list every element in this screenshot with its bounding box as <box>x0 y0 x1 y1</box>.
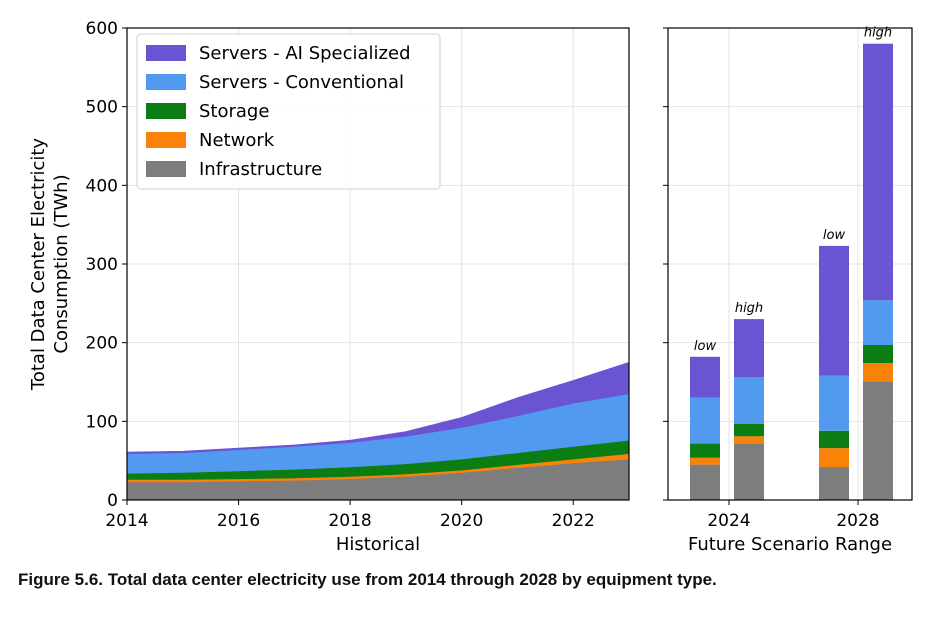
bar-segment-ai <box>734 319 764 378</box>
bar-segment-storage <box>819 430 849 449</box>
right-x-tick-label: 2028 <box>836 511 879 531</box>
bar-segment-ai <box>863 43 893 301</box>
bar-scenario-label: high <box>864 26 892 41</box>
bar-scenario-label: low <box>823 228 846 243</box>
x-tick-label: 2022 <box>552 511 595 531</box>
y-tick-label: 500 <box>86 98 118 118</box>
legend-swatch-network <box>146 132 186 148</box>
legend-swatch-conventional <box>146 74 186 90</box>
bar-segment-storage <box>863 345 893 364</box>
y-axis-label-line-2: Consumption (TWh) <box>51 174 72 353</box>
x-tick-label: 2018 <box>328 511 371 531</box>
legend-label-storage: Storage <box>199 101 269 122</box>
x-tick-label: 2016 <box>217 511 260 531</box>
left-x-axis-label: Historical <box>336 534 420 555</box>
right-ticks: 2024 2028 <box>663 27 880 531</box>
y-tick-label: 300 <box>86 255 118 275</box>
bar-segment-conventional <box>734 377 764 424</box>
y-tick-label: 400 <box>86 176 118 196</box>
left-ticks: 0 100 200 300 400 500 600 2014 2016 2018 2020 2022 <box>86 19 595 531</box>
legend-swatch-storage <box>146 103 186 119</box>
legend-label-conventional: Servers - Conventional <box>199 72 404 93</box>
y-tick-label: 200 <box>86 334 118 354</box>
right-x-axis-label: Future Scenario Range <box>688 534 892 555</box>
bar-segment-infrastructure <box>819 467 849 500</box>
right-bars: low high low high <box>690 26 893 500</box>
bar-segment-network <box>734 436 764 444</box>
legend-label-ai: Servers - AI Specialized <box>199 43 411 64</box>
legend-label-network: Network <box>199 130 275 151</box>
bar-segment-infrastructure <box>863 381 893 500</box>
bar-scenario-label: low <box>694 339 717 354</box>
figure-caption: Figure 5.6. Total data center electricit… <box>18 570 717 589</box>
right-x-tick-label: 2024 <box>707 511 750 531</box>
bar-segment-ai <box>690 356 720 398</box>
x-tick-label: 2014 <box>105 511 148 531</box>
bar-segment-network <box>863 363 893 382</box>
bar-segment-conventional <box>819 375 849 431</box>
y-tick-label: 0 <box>107 491 118 511</box>
legend-swatch-infrastructure <box>146 161 186 177</box>
bar-segment-network <box>690 457 720 465</box>
bar-segment-network <box>819 448 849 467</box>
bar-segment-conventional <box>690 397 720 444</box>
legend: Servers - AI Specialized Servers - Conven… <box>136 33 441 190</box>
y-axis-label-line-1: Total Data Center Electricity <box>28 138 49 392</box>
y-tick-label: 100 <box>86 412 118 432</box>
legend-label-infrastructure: Infrastructure <box>199 159 322 180</box>
bar-segment-storage <box>734 423 764 437</box>
bar-segment-ai <box>819 245 849 376</box>
x-tick-label: 2020 <box>440 511 483 531</box>
legend-swatch-ai <box>146 45 186 61</box>
bar-segment-storage <box>690 443 720 458</box>
legend-box <box>136 33 441 190</box>
bar-scenario-label: high <box>735 301 763 316</box>
left-area-layers <box>126 361 630 501</box>
y-tick-label: 600 <box>86 19 118 39</box>
bar-segment-conventional <box>863 300 893 345</box>
bar-segment-infrastructure <box>734 443 764 500</box>
bar-segment-infrastructure <box>690 464 720 500</box>
